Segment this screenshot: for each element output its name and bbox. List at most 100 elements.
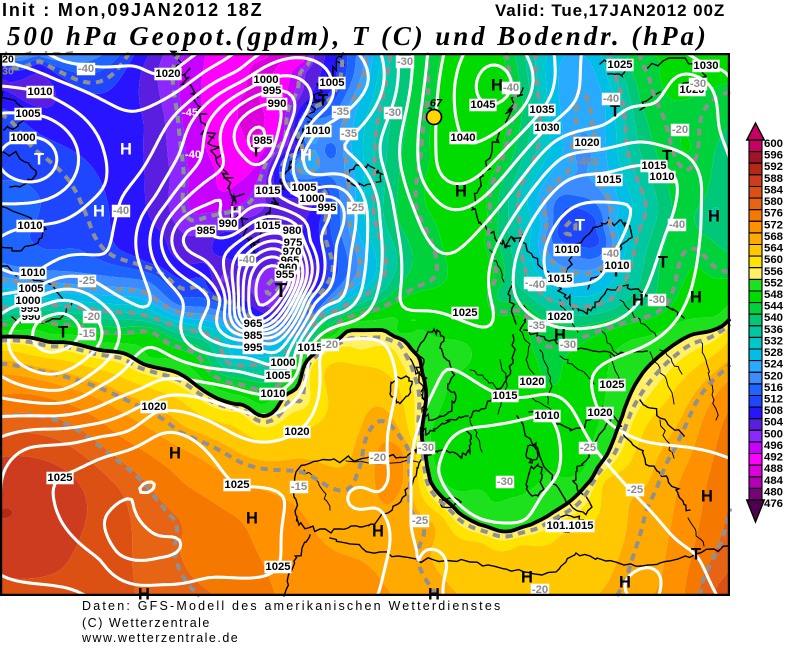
svg-text:-35: -35 bbox=[529, 320, 545, 332]
svg-text:980: 980 bbox=[283, 225, 302, 237]
svg-text:990: 990 bbox=[219, 218, 238, 230]
svg-text:568: 568 bbox=[764, 231, 783, 243]
svg-text:20: 20 bbox=[2, 54, 14, 66]
svg-text:512: 512 bbox=[764, 394, 783, 406]
svg-text:955: 955 bbox=[276, 269, 295, 281]
svg-text:1015: 1015 bbox=[547, 273, 572, 285]
svg-text:T: T bbox=[658, 253, 668, 271]
svg-text:H: H bbox=[372, 522, 384, 540]
svg-text:560: 560 bbox=[764, 254, 783, 266]
svg-text:476: 476 bbox=[764, 498, 783, 510]
svg-text:1015: 1015 bbox=[255, 220, 280, 232]
svg-text:1005: 1005 bbox=[319, 77, 344, 89]
svg-text:1000: 1000 bbox=[270, 357, 295, 369]
svg-text:1010: 1010 bbox=[305, 125, 330, 137]
svg-text:T: T bbox=[610, 102, 620, 120]
svg-text:580: 580 bbox=[764, 196, 783, 208]
svg-text:1025: 1025 bbox=[607, 59, 632, 71]
svg-text:-30: -30 bbox=[497, 476, 513, 488]
svg-text:T: T bbox=[275, 280, 287, 302]
svg-text:-30: -30 bbox=[385, 107, 401, 119]
svg-text:1010: 1010 bbox=[554, 244, 579, 256]
svg-text:-40: -40 bbox=[113, 205, 129, 217]
svg-text:572: 572 bbox=[764, 219, 783, 231]
svg-text:H: H bbox=[491, 76, 503, 94]
svg-text:500: 500 bbox=[764, 428, 783, 440]
svg-text:508: 508 bbox=[764, 405, 783, 417]
svg-text:67: 67 bbox=[430, 98, 443, 110]
svg-text:-40: -40 bbox=[185, 149, 201, 161]
svg-text:T: T bbox=[575, 216, 585, 234]
svg-text:1010: 1010 bbox=[604, 260, 629, 272]
svg-text:536: 536 bbox=[764, 324, 783, 336]
svg-text:H: H bbox=[690, 288, 702, 306]
svg-text:995: 995 bbox=[263, 85, 282, 97]
svg-text:-25: -25 bbox=[79, 275, 95, 287]
svg-text:1020: 1020 bbox=[141, 401, 166, 413]
svg-text:-30: -30 bbox=[397, 56, 413, 68]
svg-text:-45: -45 bbox=[182, 107, 198, 119]
svg-text:T: T bbox=[251, 142, 261, 160]
svg-text:544: 544 bbox=[764, 301, 784, 313]
svg-text:1020: 1020 bbox=[587, 407, 612, 419]
svg-text:1005: 1005 bbox=[15, 108, 40, 120]
svg-text:T: T bbox=[691, 545, 701, 563]
svg-text:-20: -20 bbox=[370, 452, 386, 464]
svg-text:520: 520 bbox=[764, 370, 783, 382]
svg-text:-30: -30 bbox=[560, 339, 576, 351]
svg-text:516: 516 bbox=[764, 382, 783, 394]
svg-text:101.1015: 101.1015 bbox=[546, 520, 593, 532]
svg-text:1005: 1005 bbox=[18, 283, 43, 295]
svg-text:-25: -25 bbox=[580, 442, 596, 454]
svg-text:-40: -40 bbox=[603, 93, 619, 105]
svg-text:1010: 1010 bbox=[17, 220, 42, 232]
svg-text:1010: 1010 bbox=[20, 267, 45, 279]
svg-text:30: 30 bbox=[2, 66, 14, 78]
svg-text:1020: 1020 bbox=[574, 137, 599, 149]
svg-text:H: H bbox=[93, 202, 105, 220]
svg-text:1015: 1015 bbox=[641, 160, 666, 172]
svg-text:528: 528 bbox=[764, 347, 783, 359]
svg-text:1000: 1000 bbox=[15, 295, 40, 307]
svg-text:-40: -40 bbox=[529, 279, 545, 291]
svg-text:1000: 1000 bbox=[10, 132, 35, 144]
svg-text:532: 532 bbox=[764, 335, 783, 347]
svg-text:990: 990 bbox=[268, 98, 287, 110]
svg-text:965: 965 bbox=[244, 318, 263, 330]
svg-text:-20: -20 bbox=[322, 339, 338, 351]
svg-text:504: 504 bbox=[764, 417, 784, 429]
svg-text:548: 548 bbox=[764, 289, 783, 301]
svg-text:600: 600 bbox=[764, 138, 783, 150]
svg-text:H: H bbox=[246, 509, 258, 527]
svg-text:-20: -20 bbox=[532, 584, 548, 596]
svg-text:H: H bbox=[554, 326, 566, 344]
svg-text:1015: 1015 bbox=[255, 185, 280, 197]
svg-text:-15: -15 bbox=[291, 481, 307, 493]
svg-text:1005: 1005 bbox=[265, 370, 290, 382]
svg-text:1025: 1025 bbox=[47, 472, 72, 484]
svg-text:H: H bbox=[300, 146, 312, 164]
svg-text:1010: 1010 bbox=[649, 171, 674, 183]
svg-text:T: T bbox=[318, 91, 328, 109]
svg-text:-40: -40 bbox=[669, 219, 685, 231]
svg-text:1020: 1020 bbox=[547, 311, 572, 323]
svg-text:1025: 1025 bbox=[452, 307, 477, 319]
svg-text:-25: -25 bbox=[348, 202, 364, 214]
svg-text:496: 496 bbox=[764, 440, 783, 452]
svg-text:1020: 1020 bbox=[284, 426, 309, 438]
svg-text:1015: 1015 bbox=[596, 174, 621, 186]
svg-text:-20: -20 bbox=[84, 311, 100, 323]
svg-text:T: T bbox=[58, 323, 68, 341]
svg-text:1030: 1030 bbox=[534, 122, 559, 134]
svg-text:596: 596 bbox=[764, 150, 783, 162]
svg-text:-20: -20 bbox=[672, 124, 688, 136]
svg-text:1035: 1035 bbox=[529, 104, 554, 116]
svg-text:480: 480 bbox=[764, 486, 783, 498]
svg-text:-25: -25 bbox=[412, 515, 428, 527]
svg-text:524: 524 bbox=[764, 359, 784, 371]
svg-text:1015: 1015 bbox=[297, 342, 322, 354]
svg-text:H: H bbox=[521, 568, 533, 586]
svg-text:540: 540 bbox=[764, 312, 783, 324]
svg-text:552: 552 bbox=[764, 277, 783, 289]
svg-text:588: 588 bbox=[764, 173, 783, 185]
